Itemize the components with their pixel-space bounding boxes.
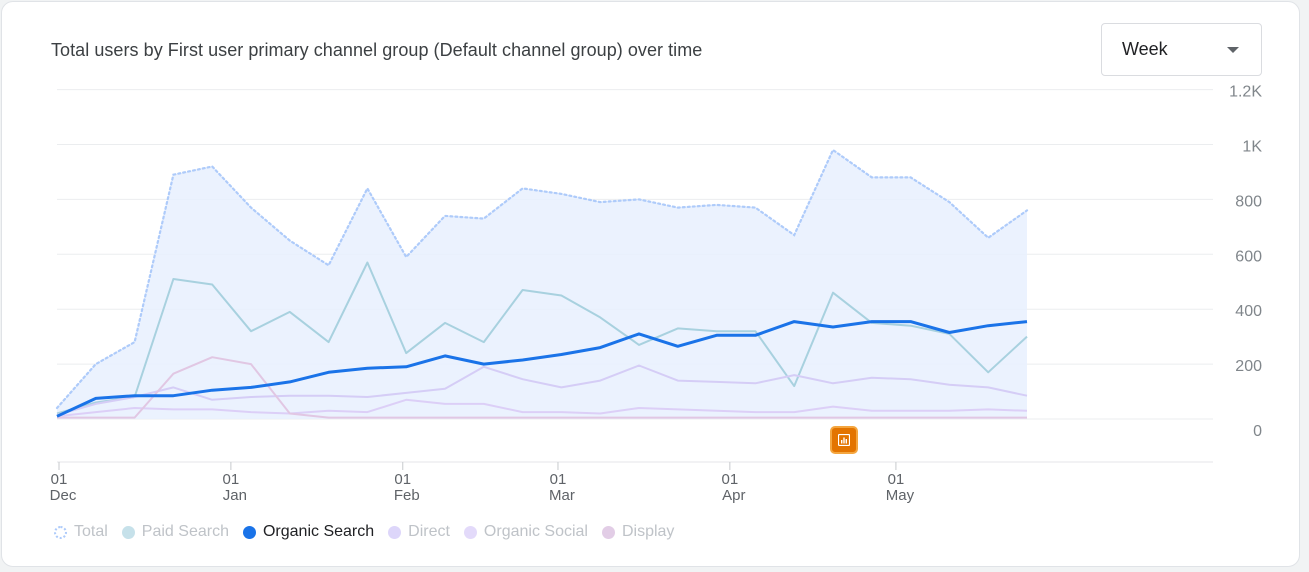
series-display-line[interactable] (57, 356, 1027, 419)
legend-item-organic-search[interactable]: Organic Search (242, 523, 375, 541)
legend-item-total[interactable]: Total (54, 523, 108, 541)
legend-item-direct[interactable]: Direct (388, 523, 450, 541)
series-paid-search-line[interactable] (56, 261, 1028, 415)
legend-label: Organic Social (483, 523, 588, 540)
y-tick-label: 600 (1235, 248, 1262, 265)
series-organic-search-line[interactable] (56, 320, 1028, 418)
y-tick-label: 1K (1242, 139, 1262, 156)
x-tick-month: May (886, 487, 915, 504)
chevron-down-icon (1227, 47, 1239, 53)
x-tick-day: 01 (722, 471, 739, 488)
y-tick-label: 1.2K (1229, 84, 1262, 101)
legend-label: Total (74, 523, 108, 540)
x-tick-month: Feb (394, 487, 420, 504)
series-organic-social-line[interactable] (56, 398, 1028, 418)
legend-label: Paid Search (141, 523, 229, 540)
chart-title: Total users by First user primary channe… (51, 40, 703, 60)
x-tick-day: 01 (223, 471, 240, 488)
y-tick-label: 400 (1235, 303, 1262, 320)
legend-label: Organic Search (262, 523, 375, 540)
legend-label: Display (621, 523, 675, 540)
legend-swatch-icon (242, 525, 256, 539)
x-tick-month: Mar (549, 487, 575, 504)
y-tick-label: 200 (1235, 358, 1262, 375)
legend-item-organic-social[interactable]: Organic Social (463, 523, 588, 541)
legend-swatch-icon (388, 525, 402, 539)
annotation-marker[interactable] (830, 426, 858, 454)
x-tick-day: 01 (888, 471, 905, 488)
y-tick-label: 0 (1253, 423, 1262, 440)
x-tick-day: 01 (51, 471, 68, 488)
legend-item-display[interactable]: Display (601, 523, 675, 541)
y-tick-label: 800 (1235, 193, 1262, 210)
x-tick-month: Dec (50, 487, 77, 504)
series-direct-line[interactable] (56, 364, 1028, 416)
legend-swatch-icon (54, 525, 67, 539)
legend-label: Direct (408, 523, 450, 540)
insights-icon (838, 434, 850, 446)
legend-swatch-icon (601, 525, 615, 539)
series-total-area (57, 150, 1027, 419)
x-tick-day: 01 (394, 471, 411, 488)
series-total-line[interactable] (55, 148, 1029, 410)
legend-swatch-icon (463, 525, 477, 539)
x-tick-month: Apr (722, 487, 745, 504)
x-tick-month: Jan (223, 487, 247, 504)
chart-legend: Total Paid Search Organic Search Direct Orga… (54, 522, 688, 542)
time-granularity-dropdown[interactable]: Week (1101, 23, 1262, 76)
legend-swatch-icon (121, 525, 135, 539)
x-tick-day: 01 (550, 471, 567, 488)
dropdown-value: Week (1122, 39, 1168, 59)
legend-item-paid-search[interactable]: Paid Search (121, 523, 229, 541)
